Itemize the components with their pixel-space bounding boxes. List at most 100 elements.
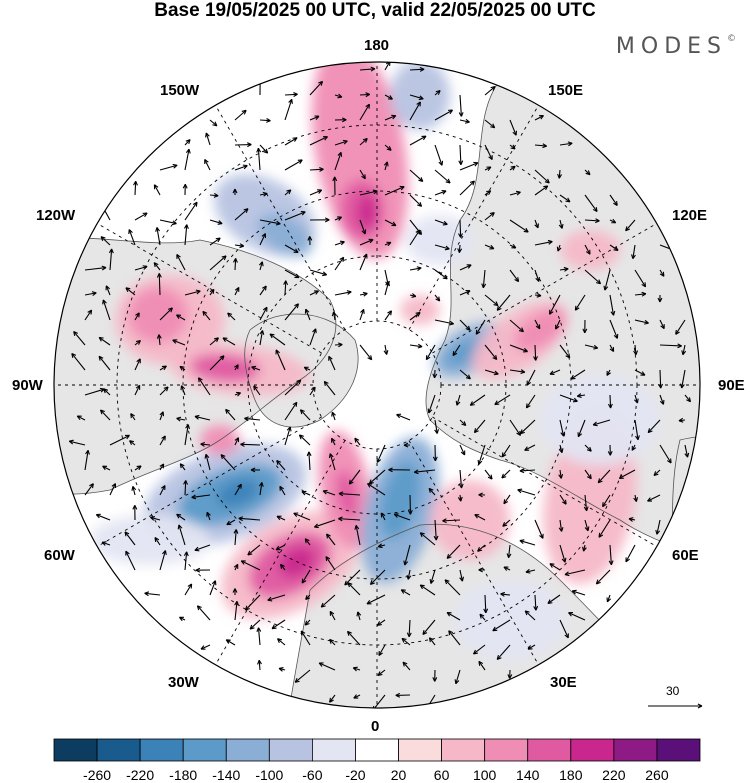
vector-head [593,344,599,350]
wind-vector [250,467,261,473]
wind-vector [519,539,536,546]
vector-head [163,386,169,392]
wind-vector [195,567,211,573]
vector-head [135,312,140,318]
vector-shaft [84,267,107,271]
wind-vector [469,394,486,406]
vector-head [603,285,609,291]
colorbar-swatch [268,738,313,762]
vector-shaft [519,469,536,472]
wind-vector [191,494,211,500]
wind-vector [494,394,511,406]
vector-head [372,705,378,708]
wind-vector [634,394,639,404]
vector-shaft [329,611,336,621]
vector-shaft [409,194,422,207]
vector-shaft [501,444,511,458]
colorbar-tick-label: 20 [390,767,407,783]
wind-vector [409,94,424,101]
wind-vector [300,630,311,646]
vector-head [419,584,425,590]
vector-head [262,191,268,197]
vector-head [446,553,452,559]
vector-head [322,489,328,495]
wind-vector [128,229,136,246]
wind-vector [501,469,511,479]
vector-shaft [501,469,511,479]
vector-shaft [309,290,319,296]
vector-head [323,380,329,386]
wind-vector [304,619,311,626]
wind-vector [134,212,148,221]
vector-shaft [534,594,537,611]
wind-vector [501,444,511,458]
colorbar-tick-label: 60 [433,767,450,783]
wind-vector [413,469,436,475]
vector-head [576,393,582,399]
wind-vector [509,144,516,150]
vector-head [524,446,530,451]
vector-head [677,343,682,349]
vector-shaft [245,594,261,611]
wind-vector [452,344,461,357]
wind-vector [653,469,661,477]
vector-head [102,465,108,471]
wind-vector [609,344,615,352]
vector-head [144,591,150,597]
vector-head [486,166,492,171]
vector-head [469,401,475,406]
wind-vector [454,669,461,685]
vector-head [560,431,566,437]
vector-shaft [251,366,261,371]
vector-head [366,599,372,605]
vector-shaft [234,287,240,296]
vector-head [257,659,262,665]
wind-vector [383,161,389,171]
wind-vector [325,556,336,571]
vector-shaft [384,144,392,151]
vector-head [244,605,250,611]
vector-shaft [284,189,292,196]
wind-vector [584,519,590,532]
vector-head [598,532,604,538]
vector-head [307,236,313,241]
vector-shaft [69,440,86,446]
vector-shaft [299,434,311,446]
vector-shaft [301,491,311,496]
wind-vector [457,494,463,502]
wind-vector [338,516,361,522]
wind-vector [549,294,561,315]
vector-shaft [309,189,322,196]
wind-vector [558,519,564,532]
wind-vector [376,444,386,463]
vector-head [454,679,460,685]
vector-shaft [609,319,618,339]
wind-vector [570,369,586,380]
vector-shaft [271,619,286,630]
vector-head [99,409,105,415]
vector-head [502,521,508,527]
wind-vector [277,638,286,646]
wind-vector [256,147,262,171]
vector-head [347,582,353,588]
wind-vector [172,339,186,346]
vector-shaft [309,136,328,146]
vector-head [211,580,217,586]
vector-shaft [656,519,661,535]
wind-vector [73,330,86,346]
wind-vector [183,551,189,571]
vector-head [641,282,647,288]
vector-shaft [446,612,461,621]
wind-vector [238,516,261,522]
wind-vector [307,236,313,246]
wind-vector [584,169,591,176]
vector-shaft [409,68,425,71]
vector-head [613,200,618,206]
vector-shaft [194,415,211,421]
vector-shaft [459,444,466,456]
wind-vector [352,666,361,672]
wind-vector [609,244,619,252]
colorbar-tick-label: -20 [345,767,366,783]
wind-vector [509,190,521,196]
vector-head [582,328,588,334]
